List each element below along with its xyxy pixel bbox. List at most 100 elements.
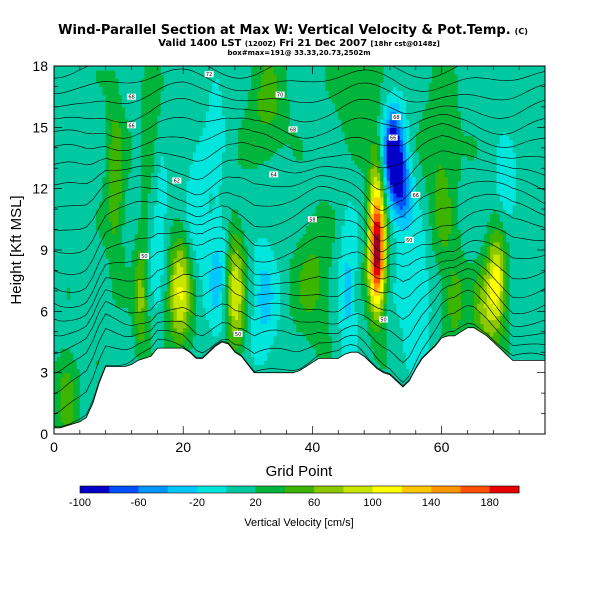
velocity-cell	[141, 86, 146, 92]
velocity-cell	[160, 290, 165, 296]
velocity-cell	[228, 147, 233, 153]
velocity-cell	[83, 376, 87, 382]
velocity-cell	[163, 147, 168, 153]
velocity-cell	[102, 344, 107, 349]
velocity-cell	[212, 245, 217, 251]
velocity-cell	[176, 339, 181, 345]
velocity-cell	[137, 155, 142, 161]
velocity-cell	[202, 262, 207, 267]
velocity-cell	[141, 180, 146, 186]
velocity-cell	[108, 160, 113, 165]
velocity-cell	[131, 82, 136, 88]
velocity-cell	[66, 294, 71, 300]
velocity-cell	[196, 115, 200, 120]
velocity-cell	[209, 323, 213, 329]
velocity-cell	[176, 196, 181, 202]
velocity-cell	[89, 160, 94, 165]
velocity-cell	[209, 192, 213, 198]
velocity-cell	[173, 143, 178, 149]
velocity-cell	[83, 180, 87, 186]
velocity-cell	[137, 139, 142, 145]
velocity-cell	[131, 78, 136, 83]
velocity-cell	[196, 74, 200, 79]
velocity-cell	[128, 344, 133, 349]
velocity-cell	[70, 397, 74, 402]
velocity-cell	[83, 127, 87, 133]
velocity-cell	[154, 294, 158, 300]
velocity-cell	[73, 372, 78, 378]
velocity-cell	[192, 196, 197, 202]
velocity-cell	[83, 209, 87, 214]
velocity-cell	[157, 241, 162, 247]
velocity-cell	[63, 258, 68, 263]
velocity-cell	[60, 417, 65, 423]
velocity-cell	[108, 339, 113, 345]
velocity-cell	[76, 209, 81, 214]
velocity-cell	[128, 143, 133, 149]
velocity-cell	[108, 282, 113, 288]
velocity-cell	[154, 327, 158, 333]
velocity-cell	[102, 286, 107, 292]
velocity-cell	[86, 360, 91, 366]
velocity-cell	[212, 143, 217, 149]
velocity-cell	[83, 331, 87, 337]
velocity-cell	[163, 213, 168, 218]
velocity-cell	[92, 143, 97, 149]
velocity-cell	[167, 286, 171, 292]
velocity-cell	[183, 213, 188, 218]
velocity-cell	[57, 393, 62, 398]
velocity-cell	[99, 233, 104, 239]
velocity-cell	[202, 335, 207, 341]
velocity-cell	[66, 274, 71, 280]
velocity-cell	[76, 164, 81, 169]
velocity-cell	[79, 119, 84, 124]
velocity-cell	[170, 221, 175, 227]
velocity-cell	[170, 303, 175, 308]
velocity-cell	[70, 290, 74, 296]
velocity-cell	[150, 221, 155, 227]
velocity-cell	[76, 66, 81, 71]
velocity-cell	[54, 274, 58, 280]
velocity-cell	[183, 299, 188, 304]
velocity-cell	[199, 278, 204, 284]
velocity-cell	[173, 139, 178, 145]
velocity-cell	[228, 172, 233, 177]
velocity-cell	[70, 331, 74, 337]
velocity-cell	[199, 229, 204, 235]
velocity-cell	[83, 139, 87, 145]
velocity-cell	[57, 94, 62, 100]
velocity-cell	[196, 160, 200, 165]
velocity-cell	[89, 74, 94, 79]
velocity-cell	[60, 397, 65, 402]
velocity-cell	[115, 241, 120, 247]
velocity-cell	[209, 176, 213, 182]
velocity-cell	[108, 241, 113, 247]
velocity-cell	[163, 98, 168, 104]
velocity-cell	[186, 339, 191, 345]
velocity-cell	[150, 282, 155, 288]
velocity-cell	[157, 180, 162, 186]
velocity-cell	[183, 66, 188, 71]
velocity-cell	[86, 225, 91, 231]
velocity-cell	[202, 131, 207, 137]
velocity-cell	[212, 192, 217, 198]
velocity-cell	[92, 368, 97, 374]
velocity-cell	[118, 172, 123, 177]
velocity-cell	[202, 217, 207, 222]
velocity-cell	[192, 168, 197, 173]
velocity-cell	[125, 168, 129, 173]
velocity-cell	[209, 82, 213, 88]
velocity-cell	[89, 262, 94, 267]
velocity-cell	[202, 110, 207, 116]
velocity-cell	[167, 135, 171, 141]
velocity-cell	[228, 303, 233, 308]
velocity-cell	[183, 168, 188, 173]
velocity-cell	[102, 266, 107, 272]
velocity-cell	[54, 421, 58, 427]
velocity-cell	[154, 131, 158, 137]
velocity-cell	[60, 233, 65, 239]
velocity-cell	[112, 311, 116, 317]
velocity-cell	[63, 303, 68, 308]
velocity-cell	[212, 294, 217, 300]
velocity-cell	[163, 303, 168, 308]
